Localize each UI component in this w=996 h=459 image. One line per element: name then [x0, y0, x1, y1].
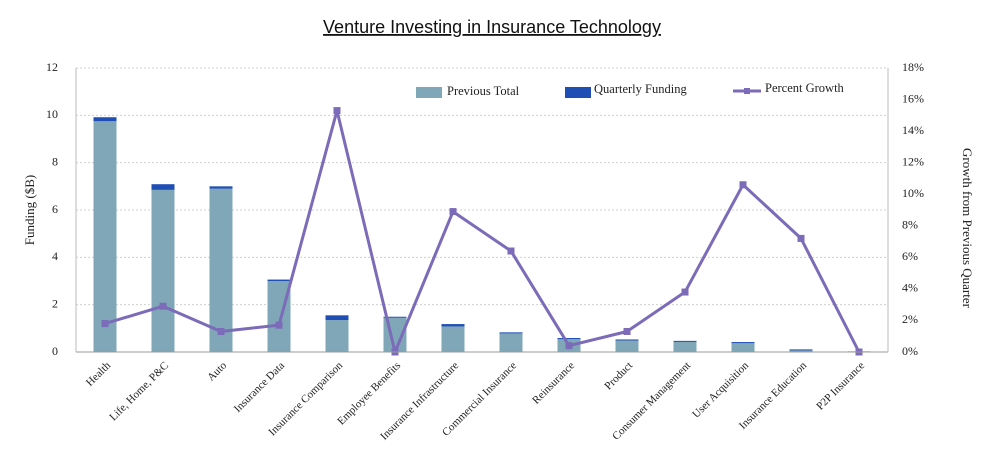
bar-previous-total-user-acquisition	[731, 342, 755, 352]
point-percent-growth-life-home-p-c	[159, 302, 167, 310]
bar-previous-total-insurance-infrastructure	[441, 326, 465, 352]
growth-line	[101, 107, 863, 356]
x-category-label-employee-benefits: Employee Benefits	[335, 360, 403, 428]
axes	[75, 68, 889, 353]
x-category-label-health: Health	[84, 359, 114, 389]
gridlines	[76, 67, 888, 306]
bar-quarterly-funding-insurance-data	[267, 279, 291, 281]
legend-swatch-previous-total	[416, 87, 442, 98]
x-category-label-insurance-data: Insurance Data	[232, 360, 287, 415]
x-category-label-product: Product	[602, 360, 635, 393]
legend: Previous Total Quarterly Funding Percent…	[416, 81, 845, 98]
bar-quarterly-funding-reinsurance	[557, 338, 581, 340]
bar-quarterly-funding-auto	[209, 186, 233, 189]
bars	[93, 117, 871, 352]
bar-quarterly-funding-health	[93, 117, 117, 122]
y2-tick-label: 4%	[902, 281, 918, 295]
y2-tick-label: 18%	[902, 60, 924, 74]
bar-quarterly-funding-user-acquisition	[731, 342, 755, 344]
point-percent-growth-reinsurance	[565, 342, 573, 350]
point-percent-growth-consumer-management	[681, 288, 689, 296]
y-axis-title: Funding ($B)	[22, 175, 37, 245]
point-percent-growth-health	[101, 320, 109, 328]
point-percent-growth-insurance-comparison	[333, 107, 341, 115]
x-category-label-user-acquisition: User Acquisition	[690, 359, 751, 420]
bar-previous-total-commercial-insurance	[499, 333, 523, 352]
bar-quarterly-funding-commercial-insurance	[499, 332, 523, 334]
point-percent-growth-insurance-data	[275, 321, 283, 329]
y-tick-label: 12	[46, 60, 58, 74]
y2-tick-label: 14%	[902, 123, 924, 137]
bar-previous-total-auto	[209, 188, 233, 352]
y2-tick-label: 0%	[902, 344, 918, 358]
point-percent-growth-commercial-insurance	[507, 247, 515, 255]
bar-quarterly-funding-life-home-p-c	[151, 184, 175, 190]
y-tick-label: 10	[46, 107, 58, 121]
y2-axis-title: Growth from Previous Quarter	[960, 148, 975, 309]
bar-previous-total-product	[615, 339, 639, 352]
legend-label-quarterly-funding: Quarterly Funding	[594, 82, 687, 96]
y-tick-label: 4	[52, 249, 58, 263]
bar-quarterly-funding-product	[615, 339, 639, 341]
y-tick-label: 0	[52, 344, 58, 358]
y2-tick-label: 12%	[902, 154, 924, 168]
legend-marker-percent-growth	[744, 88, 750, 94]
bar-quarterly-funding-consumer-management	[673, 340, 697, 342]
tick-labels: 0 2 4 6 8 10 12 0% 2% 4% 6% 8% 10% 12% 14% 16% 18%	[46, 60, 924, 358]
point-percent-growth-user-acquisition	[739, 181, 747, 189]
bar-previous-total-consumer-management	[673, 341, 697, 352]
point-percent-growth-insurance-education	[797, 234, 805, 242]
y2-tick-label: 16%	[902, 91, 924, 105]
y2-tick-label: 10%	[902, 186, 924, 200]
y2-tick-label: 2%	[902, 312, 918, 326]
y2-tick-label: 6%	[902, 249, 918, 263]
chart-title: Venture Investing in Insurance Technolog…	[323, 17, 661, 37]
x-category-label-p2p-insurance: P2P Insurance	[814, 360, 867, 413]
x-category-label-life-home-p-c: Life, Home, P&C	[107, 360, 171, 424]
y-tick-label: 2	[52, 296, 58, 310]
y2-tick-label: 8%	[902, 218, 918, 232]
point-percent-growth-auto	[217, 327, 225, 335]
bar-quarterly-funding-employee-benefits	[383, 316, 407, 318]
legend-label-previous-total: Previous Total	[447, 84, 520, 98]
line-percent-growth	[104, 109, 861, 354]
y-tick-label: 6	[52, 202, 58, 216]
point-percent-growth-insurance-infrastructure	[449, 208, 457, 216]
legend-label-percent-growth: Percent Growth	[765, 81, 845, 95]
point-percent-growth-product	[623, 327, 631, 335]
bar-quarterly-funding-insurance-infrastructure	[441, 324, 465, 327]
bar-previous-total-health	[93, 121, 117, 352]
y-tick-label: 8	[52, 154, 58, 168]
bar-previous-total-insurance-comparison	[325, 320, 349, 352]
bar-previous-total-insurance-education	[789, 349, 813, 352]
legend-swatch-quarterly-funding	[565, 87, 591, 98]
x-category-label-reinsurance: Reinsurance	[530, 360, 577, 407]
bar-previous-total-life-home-p-c	[151, 189, 175, 352]
bar-quarterly-funding-insurance-education	[789, 349, 813, 351]
x-category-label-auto: Auto	[205, 359, 229, 383]
bar-quarterly-funding-insurance-comparison	[325, 315, 349, 321]
